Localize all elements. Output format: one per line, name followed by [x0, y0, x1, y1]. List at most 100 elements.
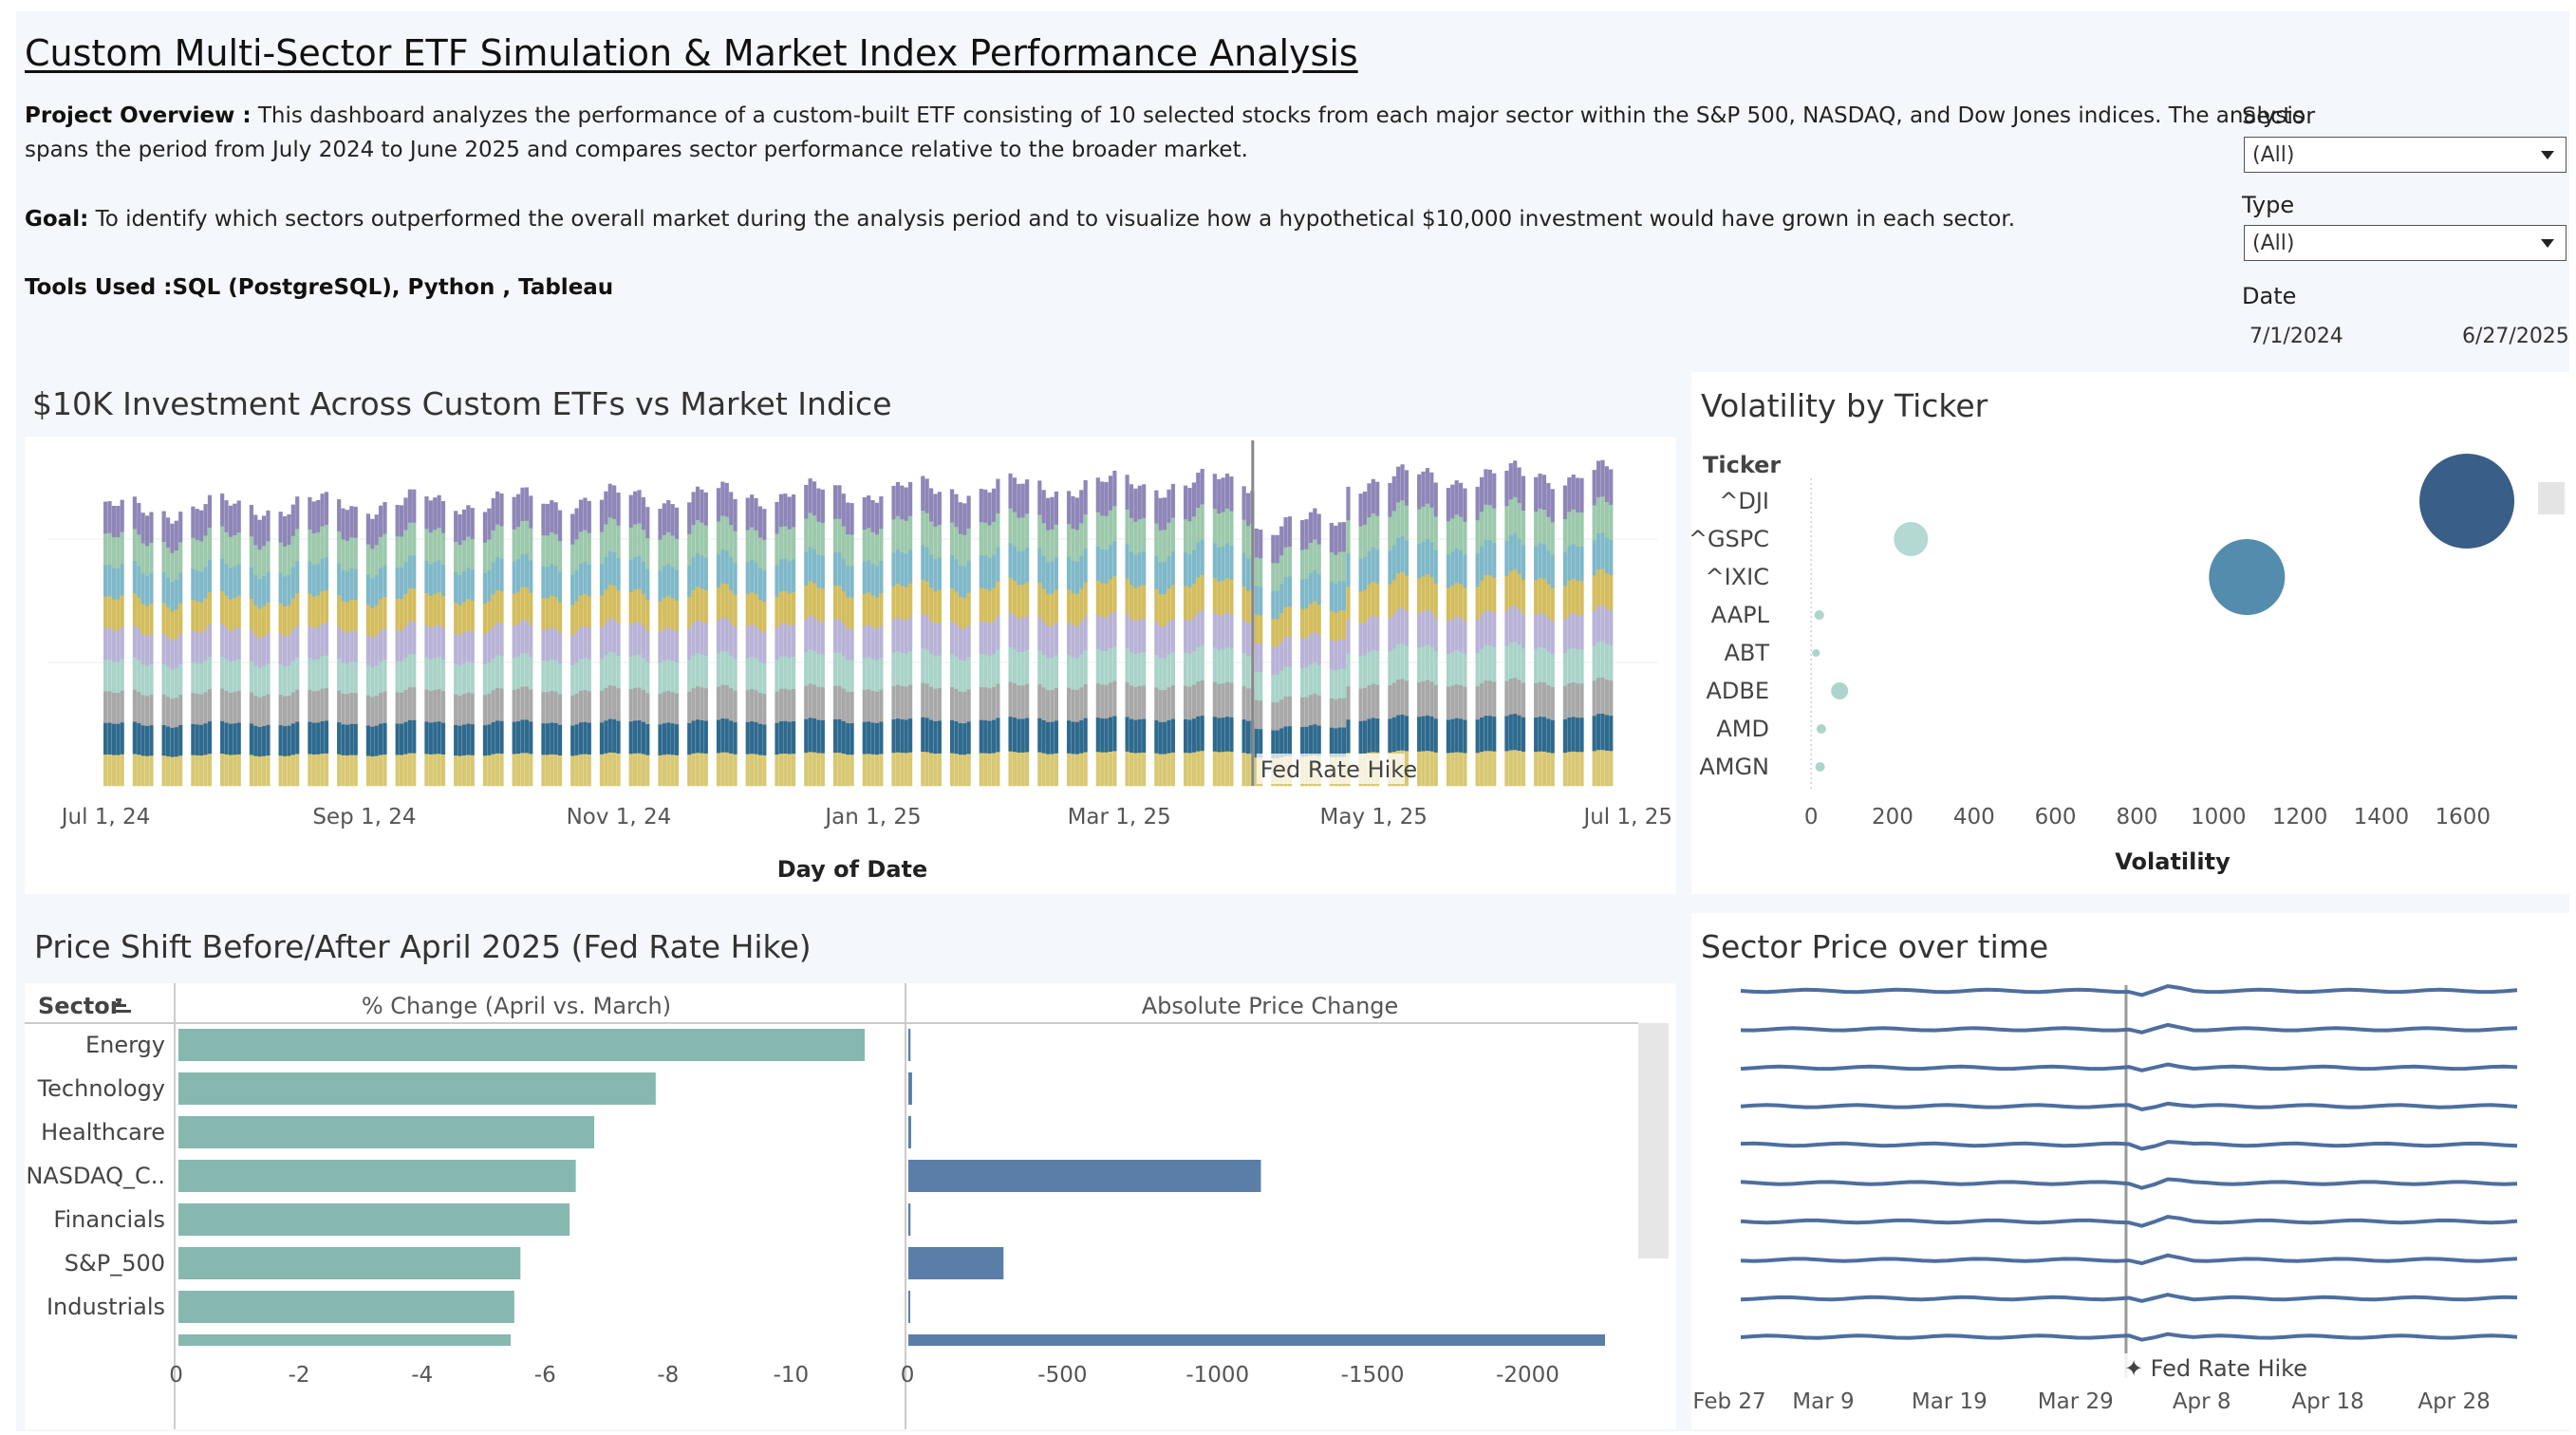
bar-segment [1008, 542, 1013, 578]
bar-segment [1125, 544, 1129, 579]
bar-segment [345, 724, 350, 755]
x-tick-label: Apr 28 [2417, 1389, 2490, 1414]
type-filter-dropdown[interactable]: (All) [2244, 225, 2567, 261]
bar-segment [804, 618, 809, 653]
bar-segment [1479, 580, 1484, 615]
bar-segment [1504, 645, 1509, 681]
bar-segment [266, 602, 271, 634]
bar-segment [1163, 625, 1167, 659]
x-tick-label: 0 [169, 1363, 183, 1388]
bar-segment [778, 720, 784, 755]
bar-segment [1012, 546, 1017, 581]
date-end[interactable]: 6/27/2025 [2462, 325, 2569, 348]
bar-segment [399, 629, 404, 662]
bar-segment [515, 558, 521, 592]
bar-segment [787, 657, 792, 690]
sector-filter-dropdown[interactable]: (All) [2244, 137, 2567, 173]
bar-segment [541, 691, 546, 724]
bar-segment [1037, 752, 1042, 787]
stacked-bar [515, 494, 521, 787]
bar-segment [316, 563, 321, 596]
bar-segment [1241, 652, 1246, 687]
bar-segment [236, 564, 241, 596]
bar-segment [812, 514, 817, 550]
bar-segment [996, 581, 1000, 616]
bar-segment [966, 592, 971, 625]
bar-segment [949, 554, 955, 588]
investment-chart[interactable]: Jul 1, 24 Sep 1, 24 Nov 1, 24 Jan 1, 25 Mar … [25, 437, 1676, 894]
bar-segment [645, 568, 650, 601]
bar-segment [1245, 720, 1251, 755]
bar-segment [1308, 694, 1314, 726]
bar-segment [399, 661, 404, 693]
bar-segment [607, 684, 612, 719]
sector-price-chart[interactable]: Feb 27 Mar 9 Mar 19 Mar 29 Apr 8 Apr 18 Apr 28… [1691, 913, 2570, 1429]
bar-segment [1308, 512, 1314, 543]
bar-segment [1433, 684, 1438, 719]
bar-segment [1454, 548, 1459, 583]
bar-segment [1200, 469, 1204, 505]
bar-segment [195, 755, 199, 787]
price-shift-chart[interactable]: Sector% Change (April vs. March)0 -2 -4 -6-… [25, 983, 1676, 1429]
bar-segment [670, 755, 675, 787]
bar-segment [1308, 603, 1314, 635]
bar-segment [324, 655, 329, 689]
bar-segment [487, 601, 492, 632]
bar-segment [1479, 648, 1484, 683]
type-filter-label: Type [2242, 192, 2295, 218]
bar-segment [891, 685, 896, 720]
bar-segment [962, 628, 967, 662]
bar-segment [954, 558, 959, 592]
bar-segment [470, 723, 475, 755]
bar-segment [791, 591, 796, 624]
bar-segment [1404, 716, 1409, 752]
stacked-bar [1287, 516, 1293, 787]
bar-segment [495, 622, 500, 656]
bar-segment [966, 495, 971, 529]
stacked-bar [1229, 476, 1234, 787]
bar-segment [228, 505, 233, 537]
x-tick-label: -500 [1037, 1363, 1087, 1388]
bar-segment [349, 723, 354, 755]
bar-segment [220, 753, 225, 787]
bar-segment [1196, 716, 1201, 752]
bar-segment [724, 482, 729, 517]
bar-segment [933, 720, 938, 755]
bar-segment [1596, 713, 1601, 751]
bar-segment [1404, 610, 1409, 646]
bar-segment [1375, 650, 1380, 685]
bar-segment [1404, 575, 1409, 611]
stacked-bar [550, 500, 554, 787]
bar-segment [437, 591, 441, 625]
x-tick-label: -10 [774, 1363, 810, 1388]
bar-segment [236, 627, 241, 660]
bar-segment [520, 487, 525, 521]
bar-segment [1450, 651, 1455, 686]
bar-segment [937, 687, 942, 721]
bar-segment [374, 664, 379, 697]
bar-segment [962, 754, 967, 787]
bar-segment [757, 599, 763, 631]
bar-segment [933, 526, 938, 560]
bar-segment [195, 539, 199, 571]
bar-segment [1454, 752, 1459, 787]
bar-segment [870, 690, 875, 723]
bar-segment [1596, 496, 1601, 533]
sector-filter-value: (All) [2252, 143, 2295, 167]
bar-segment [137, 722, 141, 755]
bar-segment [191, 662, 196, 694]
bar-segment [1154, 719, 1159, 754]
bar-segment [791, 527, 796, 560]
bar-segment [454, 694, 458, 725]
bar-segment [775, 596, 779, 629]
bar-segment [365, 664, 371, 696]
stacked-bar [691, 492, 696, 787]
bar-segment [891, 586, 896, 620]
stacked-bar [841, 494, 846, 787]
date-start[interactable]: 7/1/2024 [2249, 325, 2343, 348]
bar-segment [750, 656, 755, 690]
bar-segment [316, 626, 321, 660]
bar-segment [1388, 684, 1392, 719]
goal-label: Goal: [25, 207, 89, 232]
